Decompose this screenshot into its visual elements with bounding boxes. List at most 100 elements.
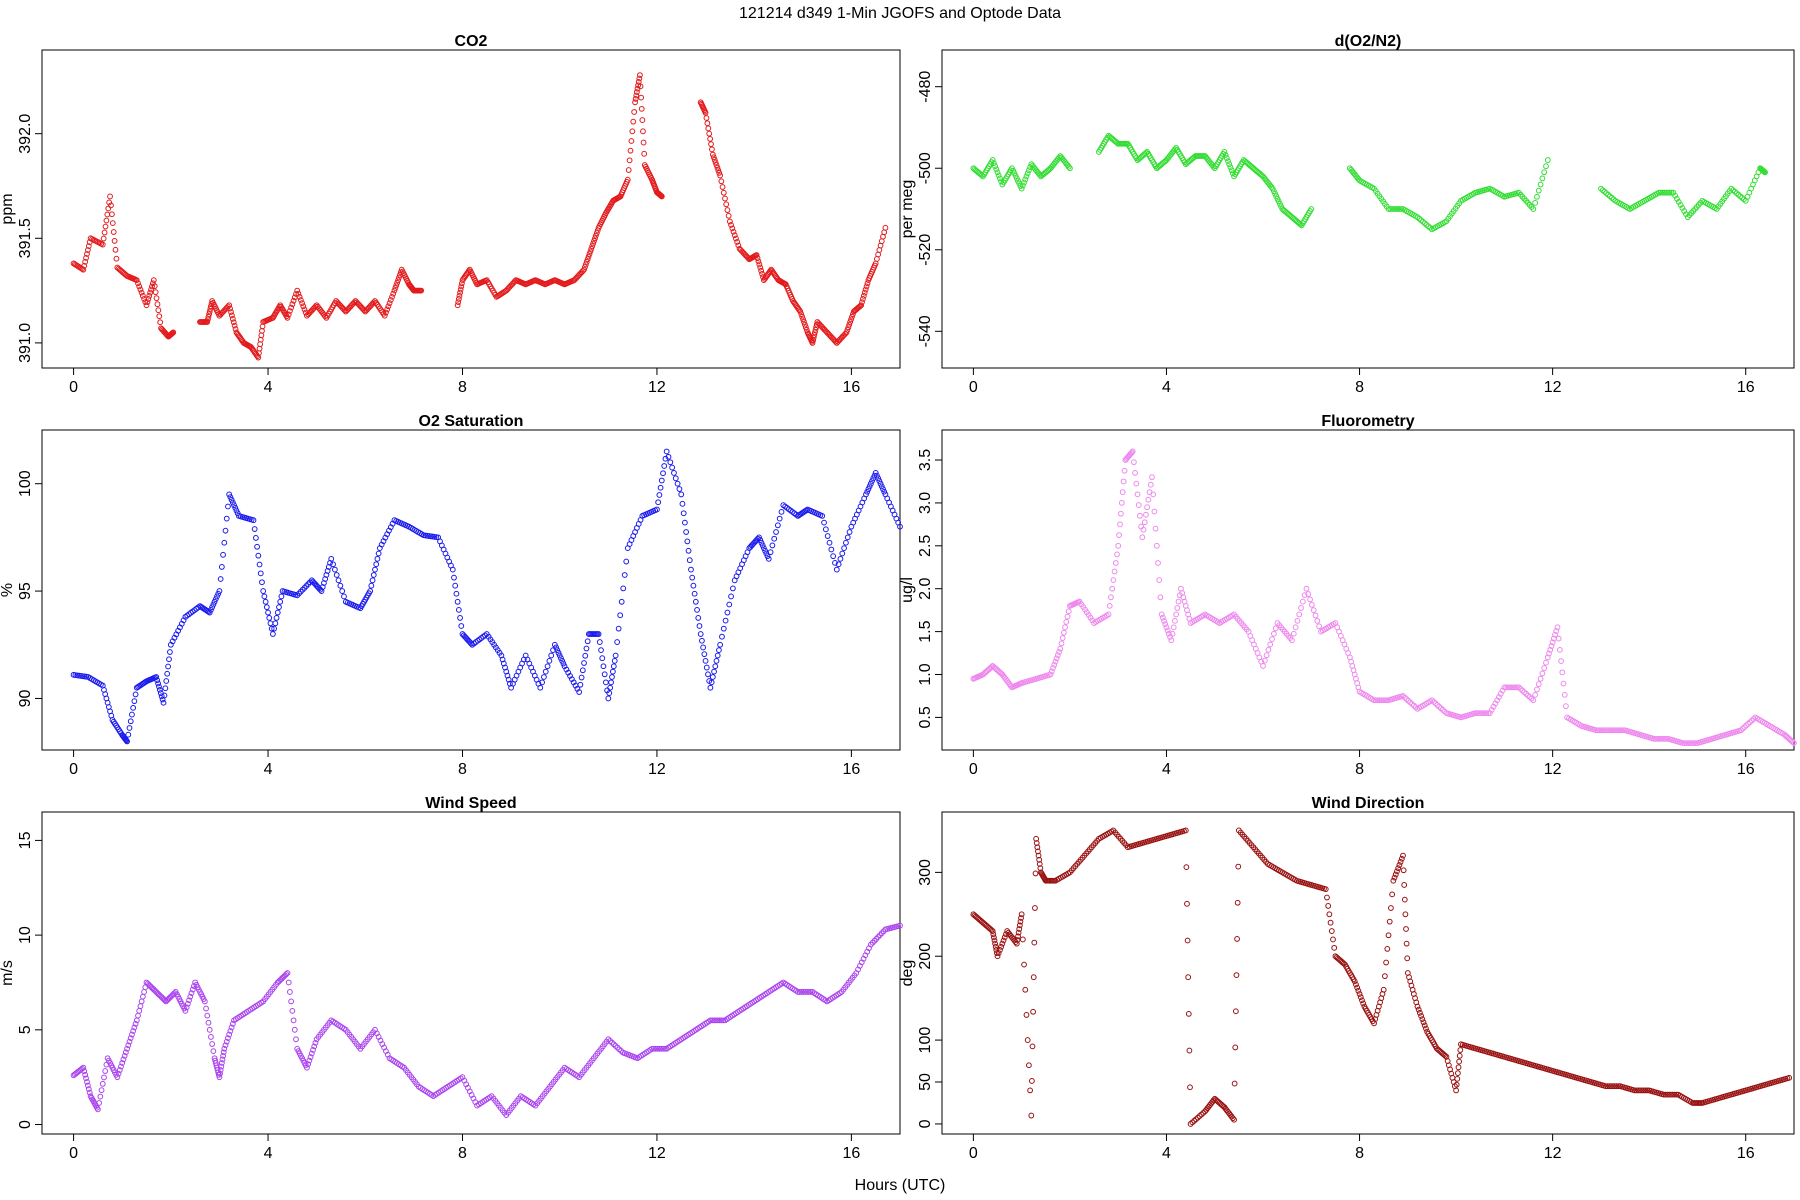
x-tick-label: 4: [1162, 379, 1171, 396]
data-point: [1062, 624, 1068, 631]
data-point: [709, 151, 716, 158]
data-point: [1388, 905, 1394, 911]
data-point: [1615, 1083, 1622, 1090]
data-point: [674, 480, 681, 487]
data-point: [720, 625, 727, 632]
data-point: [1392, 206, 1399, 212]
data-point: [167, 649, 173, 655]
data-point: [701, 651, 708, 658]
data-point: [685, 547, 692, 554]
data-point: [132, 691, 139, 698]
data-point: [804, 989, 810, 995]
data-point: [1419, 1016, 1426, 1023]
data-point: [1381, 697, 1388, 704]
data-point: [548, 652, 555, 659]
data-point: [98, 1087, 105, 1094]
data-point: [1660, 1091, 1667, 1098]
data-point: [312, 1039, 319, 1046]
data-point: [1683, 740, 1690, 747]
data-point: [631, 109, 638, 115]
data-point: [337, 582, 344, 589]
data-point: [607, 684, 614, 691]
data-point: [576, 689, 583, 695]
data-point: [1672, 192, 1679, 199]
data-point: [122, 1049, 129, 1056]
data-point: [839, 550, 846, 557]
data-point: [1668, 189, 1675, 196]
data-point: [661, 1045, 668, 1052]
data-point: [554, 647, 561, 654]
y-axis-label: ug/l: [899, 577, 916, 603]
data-point: [1532, 199, 1539, 206]
data-point: [711, 1017, 717, 1024]
y-tick-label: 95: [17, 582, 34, 600]
data-point: [1159, 614, 1166, 621]
data-point: [204, 1012, 211, 1019]
data-point: [1183, 864, 1190, 871]
data-point: [1374, 697, 1381, 704]
data-point: [328, 555, 335, 562]
data-point: [153, 674, 160, 680]
data-point: [1114, 551, 1120, 558]
data-point: [585, 253, 592, 260]
data-point: [108, 211, 115, 218]
data-point: [204, 319, 211, 325]
data-point: [778, 508, 785, 515]
data-point: [579, 667, 586, 674]
data-point: [186, 997, 192, 1004]
data-point: [1663, 189, 1669, 196]
data-point: [308, 1050, 315, 1057]
data-point: [1354, 984, 1361, 991]
data-point: [389, 293, 395, 300]
data-point: [595, 631, 602, 637]
data-point: [1353, 981, 1359, 988]
y-tick-label: 1.5: [917, 620, 934, 642]
data-point: [1155, 560, 1161, 566]
data-point: [994, 953, 1001, 960]
data-point: [632, 99, 638, 106]
data-point: [1541, 169, 1548, 176]
data-point: [1260, 663, 1266, 669]
data-point: [1656, 735, 1663, 742]
data-point: [229, 499, 236, 506]
data-point: [637, 83, 644, 90]
y-tick-label: 0.5: [917, 706, 934, 728]
data-point: [260, 588, 267, 594]
data-point: [615, 625, 622, 632]
data-point: [1561, 691, 1568, 698]
data-point: [1296, 611, 1303, 618]
data-point: [1606, 1083, 1613, 1090]
data-point: [454, 302, 461, 309]
data-point: [131, 1024, 138, 1031]
data-point: [724, 609, 731, 616]
data-point: [277, 598, 284, 605]
data-point: [125, 731, 132, 738]
data-point: [1019, 182, 1026, 189]
data-point: [1512, 684, 1519, 691]
data-point: [1658, 735, 1665, 742]
data-point: [997, 175, 1003, 182]
data-point: [1616, 727, 1623, 734]
data-point: [211, 598, 218, 605]
data-point: [229, 315, 236, 322]
data-point: [993, 166, 1000, 173]
data-point: [160, 699, 167, 706]
data-point: [1604, 727, 1610, 734]
data-point: [726, 218, 733, 225]
data-point: [759, 542, 766, 549]
data-point: [1559, 669, 1566, 676]
data-point: [860, 296, 866, 302]
data-point: [1023, 173, 1030, 180]
data-point: [621, 572, 628, 578]
x-tick-label: 16: [842, 1145, 860, 1162]
data-point: [1027, 1087, 1033, 1094]
data-point: [209, 604, 216, 611]
y-tick-label: -480: [917, 71, 934, 103]
data-point: [217, 1067, 224, 1073]
data-point: [1593, 727, 1599, 734]
data-point: [1644, 1087, 1651, 1094]
data-point: [206, 1026, 213, 1033]
data-point: [626, 157, 633, 164]
data-point: [1546, 650, 1552, 657]
data-point: [114, 1074, 121, 1081]
